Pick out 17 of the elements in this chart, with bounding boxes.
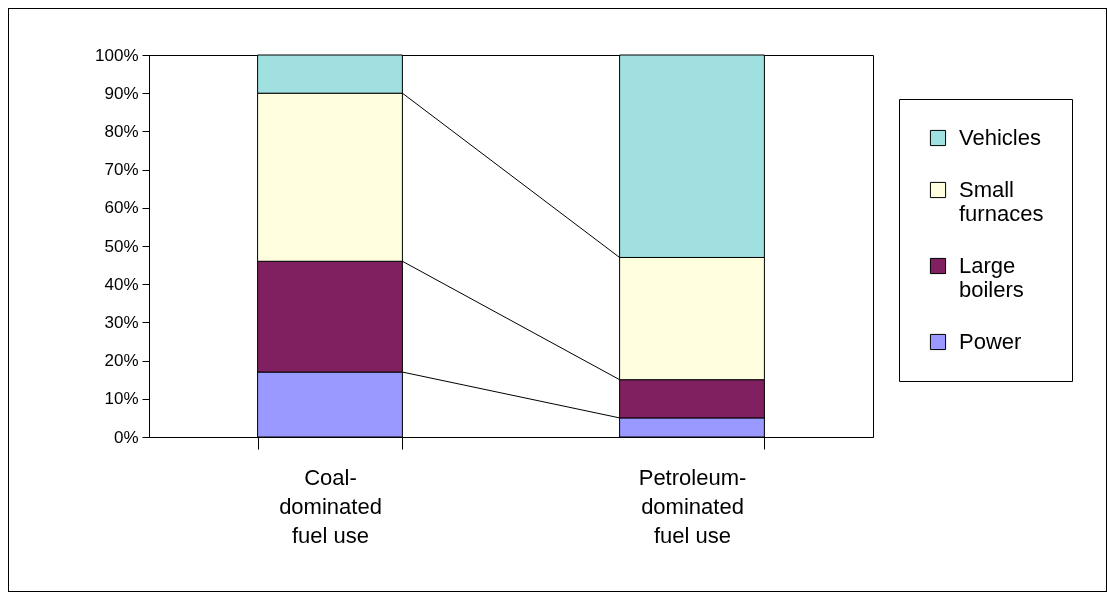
x-tick-label: Petroleum-dominated fuel use — [638, 464, 747, 548]
legend-label: Power — [959, 329, 1022, 354]
y-tick-label: 100% — [95, 45, 139, 65]
y-tick-label: 30% — [104, 312, 139, 332]
legend-label: Vehicles — [959, 125, 1041, 150]
y-tick-label: 50% — [104, 236, 139, 256]
y-tick-label: 20% — [104, 351, 139, 371]
legend-label: Large boilers — [959, 253, 1024, 302]
y-tick-label: 80% — [104, 121, 139, 141]
y-tick-label: 90% — [104, 83, 139, 103]
y-tick-label: 10% — [104, 389, 139, 409]
x-tick-label: Coal-dominated fuel use — [279, 464, 382, 548]
y-tick-label: 70% — [104, 160, 139, 180]
y-tick-label: 40% — [104, 274, 139, 294]
y-tick-label: 60% — [104, 198, 139, 218]
legend-label: Small furnaces — [959, 177, 1044, 226]
y-tick-label: 0% — [113, 427, 139, 447]
